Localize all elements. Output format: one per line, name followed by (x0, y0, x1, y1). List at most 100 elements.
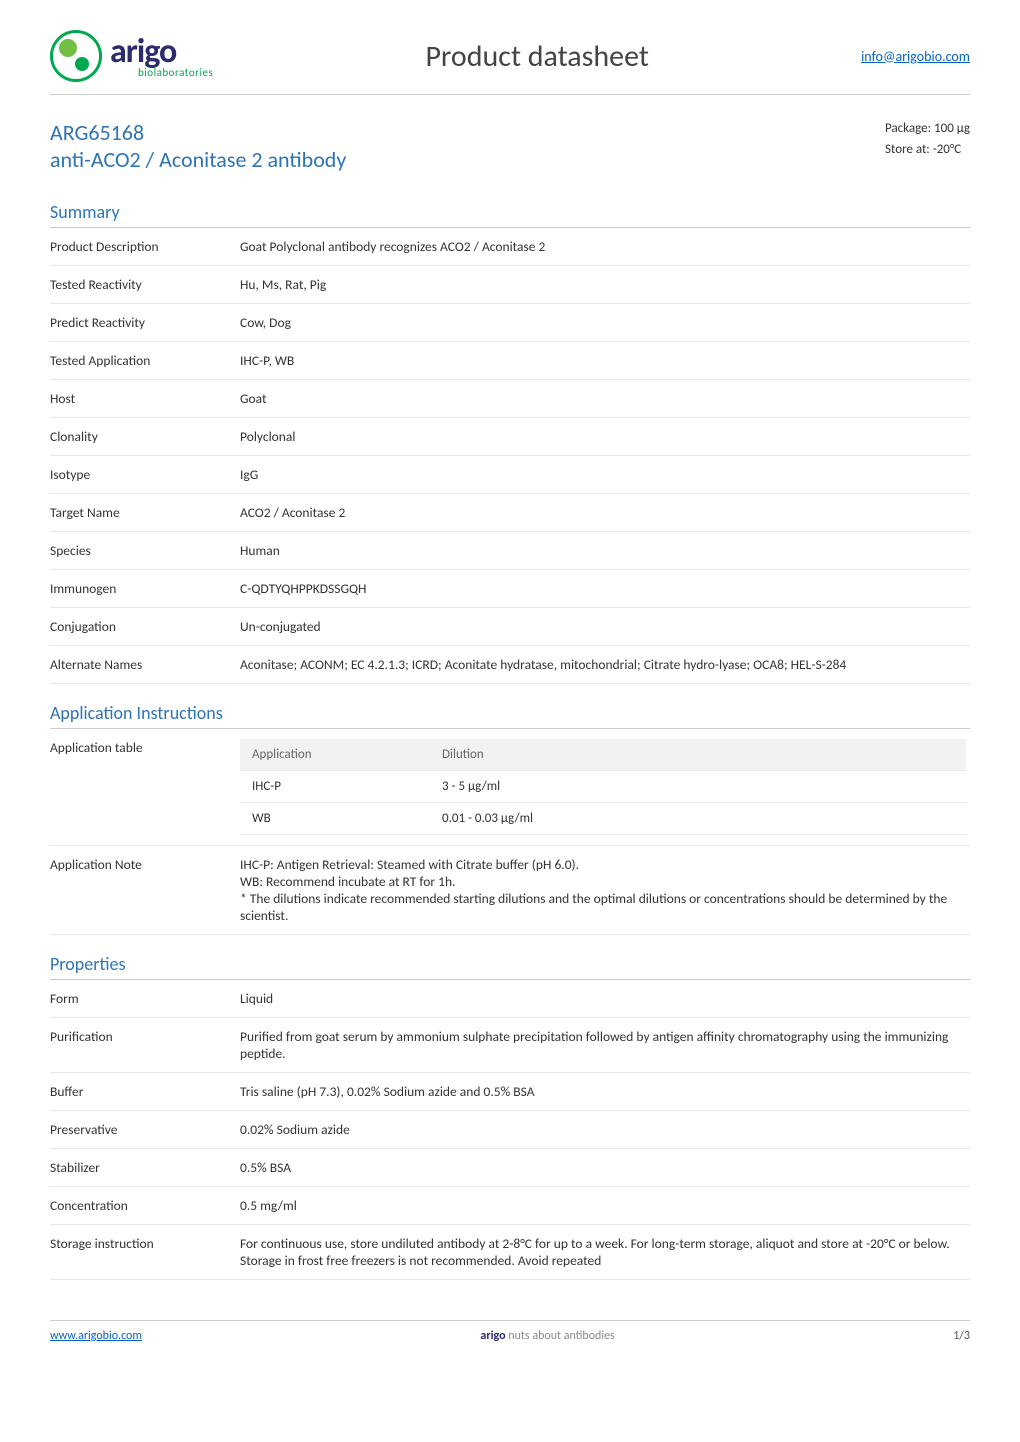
prop-val: For continuous use, store undiluted anti… (240, 1225, 970, 1280)
store-line: Store at: -20°C (885, 140, 970, 161)
store-label: Store at: (885, 142, 930, 157)
summary-key: Isotype (50, 456, 240, 494)
table-row: SpeciesHuman (50, 532, 970, 570)
app-name: WB (240, 803, 430, 835)
summary-key: Predict Reactivity (50, 304, 240, 342)
product-name: anti-ACO2 / Aconitase 2 antibody (50, 146, 346, 173)
logo-subtext: biolaboratories (138, 67, 213, 78)
footer-page-number: 1/3 (953, 1329, 970, 1343)
page-footer: www.arigobio.com arigo nuts about antibo… (50, 1320, 970, 1343)
package-line: Package: 100 μg (885, 119, 970, 140)
footer-site-link[interactable]: www.arigobio.com (50, 1329, 142, 1343)
prop-val: Purified from goat serum by ammonium sul… (240, 1018, 970, 1073)
app-dilution: 3 - 5 μg/ml (430, 771, 966, 803)
section-title-properties: Properties (50, 953, 970, 980)
table-row: BufferTris saline (pH 7.3), 0.02% Sodium… (50, 1073, 970, 1111)
package-value: 100 μg (934, 121, 970, 136)
page-title: Product datasheet (213, 38, 861, 75)
table-row: WB 0.01 - 0.03 μg/ml (240, 803, 966, 835)
summary-key: Immunogen (50, 570, 240, 608)
prop-key: Stabilizer (50, 1149, 240, 1187)
prop-key: Buffer (50, 1073, 240, 1111)
prop-key: Concentration (50, 1187, 240, 1225)
summary-val: Goat (240, 380, 970, 418)
summary-val: IHC-P, WB (240, 342, 970, 380)
summary-table: Product DescriptionGoat Polyclonal antib… (50, 228, 970, 684)
summary-key: Species (50, 532, 240, 570)
summary-val: IgG (240, 456, 970, 494)
table-row: Product DescriptionGoat Polyclonal antib… (50, 228, 970, 266)
logo: arigo biolaboratories (50, 30, 213, 82)
table-row: FormLiquid (50, 980, 970, 1018)
table-row: Alternate NamesAconitase; ACONM; EC 4.2.… (50, 646, 970, 684)
summary-key: Conjugation (50, 608, 240, 646)
summary-val: Aconitase; ACONM; EC 4.2.1.3; ICRD; Acon… (240, 646, 970, 684)
table-row: ImmunogenC-QDTYQHPPKDSSGQH (50, 570, 970, 608)
prop-key: Purification (50, 1018, 240, 1073)
application-table-label: Application table (50, 729, 240, 846)
logo-text: arigo biolaboratories (110, 35, 213, 78)
table-row: Tested ApplicationIHC-P, WB (50, 342, 970, 380)
prop-val: Liquid (240, 980, 970, 1018)
info-email-link[interactable]: info@arigobio.com (861, 48, 970, 65)
prop-val: 0.5% BSA (240, 1149, 970, 1187)
prop-key: Preservative (50, 1111, 240, 1149)
summary-key: Tested Reactivity (50, 266, 240, 304)
table-row: PurificationPurified from goat serum by … (50, 1018, 970, 1073)
logo-brand: arigo (110, 35, 213, 69)
summary-val: C-QDTYQHPPKDSSGQH (240, 570, 970, 608)
col-application: Application (240, 739, 430, 771)
table-row: Concentration0.5 mg/ml (50, 1187, 970, 1225)
summary-key: Target Name (50, 494, 240, 532)
table-row: ClonalityPolyclonal (50, 418, 970, 456)
summary-key: Clonality (50, 418, 240, 456)
page-header: arigo biolaboratories Product datasheet … (50, 30, 970, 95)
application-table-cell: Application Dilution IHC-P 3 - 5 μg/ml W… (240, 729, 970, 846)
table-row: Preservative0.02% Sodium azide (50, 1111, 970, 1149)
prop-key: Storage instruction (50, 1225, 240, 1280)
footer-tagline-rest: nuts about antibodies (506, 1329, 615, 1343)
product-header: ARG65168 anti-ACO2 / Aconitase 2 antibod… (50, 119, 970, 173)
application-note-label: Application Note (50, 846, 240, 935)
product-code: ARG65168 (50, 119, 346, 146)
summary-val: Hu, Ms, Rat, Pig (240, 266, 970, 304)
prop-key: Form (50, 980, 240, 1018)
prop-val: 0.02% Sodium azide (240, 1111, 970, 1149)
properties-table: FormLiquid PurificationPurified from goa… (50, 980, 970, 1280)
package-label: Package: (885, 121, 931, 136)
table-row: Storage instructionFor continuous use, s… (50, 1225, 970, 1280)
summary-val: Polyclonal (240, 418, 970, 456)
table-row: Tested ReactivityHu, Ms, Rat, Pig (50, 266, 970, 304)
table-row: HostGoat (50, 380, 970, 418)
table-row: ConjugationUn-conjugated (50, 608, 970, 646)
application-table: Application table Application Dilution I… (50, 729, 970, 935)
product-title-block: ARG65168 anti-ACO2 / Aconitase 2 antibod… (50, 119, 346, 173)
product-meta: Package: 100 μg Store at: -20°C (885, 119, 970, 173)
summary-key: Product Description (50, 228, 240, 266)
col-dilution: Dilution (430, 739, 966, 771)
app-name: IHC-P (240, 771, 430, 803)
dilution-table: Application Dilution IHC-P 3 - 5 μg/ml W… (240, 739, 966, 835)
prop-val: Tris saline (pH 7.3), 0.02% Sodium azide… (240, 1073, 970, 1111)
table-row: Application Note IHC-P: Antigen Retrieva… (50, 846, 970, 935)
table-row: Stabilizer0.5% BSA (50, 1149, 970, 1187)
table-row: IsotypeIgG (50, 456, 970, 494)
summary-key: Host (50, 380, 240, 418)
summary-key: Alternate Names (50, 646, 240, 684)
summary-key: Tested Application (50, 342, 240, 380)
store-value: -20°C (933, 142, 962, 157)
prop-val: 0.5 mg/ml (240, 1187, 970, 1225)
app-dilution: 0.01 - 0.03 μg/ml (430, 803, 966, 835)
footer-brand: arigo (480, 1329, 505, 1343)
table-row: Application table Application Dilution I… (50, 729, 970, 846)
section-title-summary: Summary (50, 201, 970, 228)
footer-tagline: arigo nuts about antibodies (480, 1329, 614, 1343)
logo-mark-icon (50, 30, 102, 82)
table-row: Application Dilution (240, 739, 966, 771)
table-row: Target NameACO2 / Aconitase 2 (50, 494, 970, 532)
application-note-text: IHC-P: Antigen Retrieval: Steamed with C… (240, 846, 970, 935)
summary-val: Human (240, 532, 970, 570)
summary-val: Un-conjugated (240, 608, 970, 646)
section-title-application: Application Instructions (50, 702, 970, 729)
summary-val: ACO2 / Aconitase 2 (240, 494, 970, 532)
